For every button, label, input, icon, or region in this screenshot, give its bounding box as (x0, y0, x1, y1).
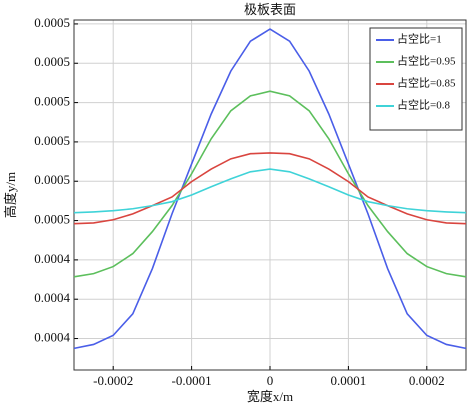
legend-label: 占空比=0.85 (397, 76, 456, 90)
y-tick-label: 0.0005 (34, 212, 70, 227)
y-tick-label: 0.0005 (34, 133, 70, 148)
x-tick-label: 0.0002 (409, 373, 445, 388)
y-tick-label: 0.0005 (34, 15, 70, 30)
series-line (73, 28, 467, 350)
y-tick-label: 0.0005 (34, 54, 70, 69)
x-tick-label: -0.0001 (172, 373, 212, 388)
legend-box (369, 27, 463, 131)
y-tick-label: 0.0004 (34, 330, 70, 345)
legend: 占空比=1 占空比=0.95 占空比=0.85 占空比=0.8 (369, 27, 463, 131)
y-tick-label: 0.0004 (34, 290, 70, 305)
legend-label: 占空比=1 (397, 32, 442, 46)
y-tick-label: 0.0005 (34, 94, 70, 109)
series-line (73, 90, 467, 278)
y-axis-label: 高度y/m (3, 172, 18, 218)
y-tick-label: 0.0004 (34, 251, 70, 266)
x-axis-label: 宽度x/m (247, 389, 293, 404)
x-tick-label: 0.0001 (331, 373, 367, 388)
chart-title: 极板表面 (244, 2, 296, 17)
legend-label: 占空比=0.8 (397, 98, 450, 112)
x-tick-label: 0 (267, 373, 274, 388)
y-tick-label: 0.0005 (34, 172, 70, 187)
legend-label: 占空比=0.95 (397, 54, 456, 68)
x-tick-label: -0.0002 (93, 373, 133, 388)
plot-frame (73, 19, 467, 371)
series-line (73, 168, 467, 214)
series-line (73, 152, 467, 225)
